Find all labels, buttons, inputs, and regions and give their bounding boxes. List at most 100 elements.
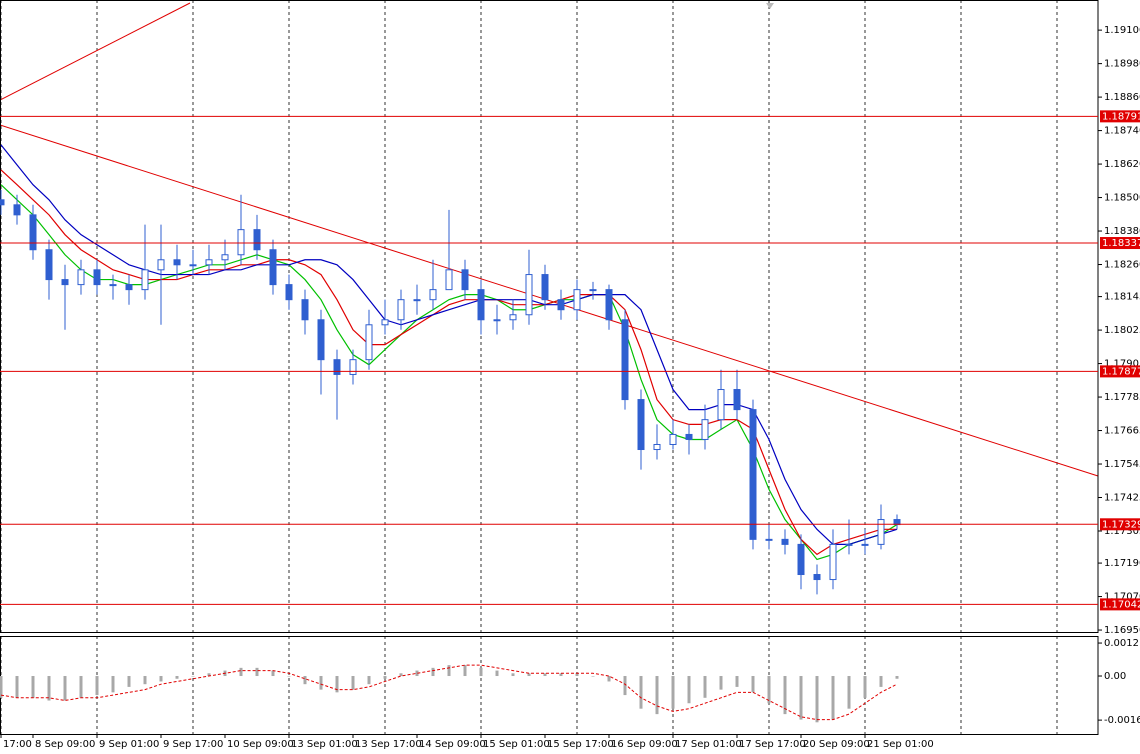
x-tick-label: 16 Sep 09:00 [611, 739, 678, 750]
histogram-bar [767, 676, 771, 704]
histogram-bar [31, 676, 35, 698]
candle-body [253, 229, 261, 251]
candle-body [189, 264, 197, 267]
histogram-bar [63, 676, 67, 701]
candle-body [445, 269, 453, 291]
level-label: 1.17877 [1102, 366, 1140, 377]
histogram-bar [127, 676, 131, 687]
trend-line [0, 2, 191, 101]
candle-body [477, 289, 485, 321]
candle-body [365, 324, 373, 361]
candle-body [381, 319, 389, 326]
histogram-bar [815, 676, 819, 723]
histogram-bar [783, 676, 787, 715]
y-tick-label: 1.17305 [1104, 526, 1140, 537]
y-tick-label: 1.19100 [1104, 25, 1140, 36]
x-tick-label: 10 Sep 09:00 [227, 739, 294, 750]
candle-body [349, 359, 357, 375]
y-tick-label: 1.16950 [1104, 625, 1140, 636]
histogram-bar [495, 670, 499, 677]
histogram-bar [351, 676, 355, 690]
candle-body [733, 389, 741, 411]
x-tick-label: 13 Sep 01:00 [291, 739, 358, 750]
candle-body [749, 409, 757, 540]
histogram-bar [111, 676, 115, 693]
candle-body [781, 538, 789, 545]
x-tick-label: 17 Sep 01:00 [675, 739, 742, 750]
y-tick-label: -0.00162 [1104, 715, 1140, 726]
y-tick-label: 1.17905 [1104, 359, 1140, 370]
level-label: 1.18791 [1102, 111, 1140, 122]
y-tick-label: 1.18145 [1104, 292, 1140, 303]
histogram-bar [863, 676, 867, 698]
histogram-bar [431, 667, 435, 677]
moving-average [0, 184, 898, 561]
signal-line [0, 664, 898, 721]
x-tick-label: 15 Sep 01:00 [483, 739, 550, 750]
candle-body [621, 319, 629, 401]
candle-body [333, 359, 341, 375]
candle-body [493, 319, 501, 322]
candle-body [317, 319, 325, 361]
candle-body [509, 314, 517, 321]
histogram-bar [543, 673, 547, 677]
level-label: 1.17042 [1102, 599, 1140, 610]
histogram-bar [607, 676, 611, 682]
histogram-bar [95, 676, 99, 696]
x-tick-label: 9 Sep 17:00 [163, 739, 223, 750]
histogram-bar [671, 676, 675, 709]
candle-body [685, 433, 693, 440]
candle-body [877, 519, 885, 545]
histogram-bar [335, 676, 339, 693]
candle-body [125, 284, 133, 291]
histogram-bar [415, 670, 419, 677]
histogram-bar [399, 673, 403, 677]
histogram-bar [511, 673, 515, 677]
y-tick-label: 1.17070 [1104, 592, 1140, 603]
candle-body [669, 433, 677, 445]
histogram-bar [575, 673, 579, 677]
candle-body [397, 299, 405, 321]
y-tick-label: 0.001211 [1104, 638, 1140, 649]
x-tick-label: 8 Sep 09:00 [35, 739, 95, 750]
x-tick-label: 21 Sep 01:00 [867, 739, 934, 750]
y-tick-label: 1.18500 [1104, 193, 1140, 204]
moving-average [0, 169, 897, 556]
x-tick-label: 15 Sep 17:00 [547, 739, 614, 750]
candle-body [605, 289, 613, 321]
y-tick-label: 1.18980 [1104, 59, 1140, 70]
histogram-bar [703, 676, 707, 698]
candle-body [45, 249, 53, 281]
histogram-bar [15, 676, 19, 698]
candle-body [157, 259, 165, 271]
level-label-box [1100, 110, 1140, 123]
histogram-bar [191, 676, 195, 677]
histogram-bar [383, 676, 387, 679]
y-tick-label: 1.18260 [1104, 260, 1140, 271]
y-tick-label: 1.18620 [1104, 159, 1140, 170]
histogram-bar [447, 665, 451, 677]
level-label-box [1100, 237, 1140, 250]
candle-body [461, 269, 469, 291]
candle-body [557, 299, 565, 311]
candle-body [173, 259, 181, 266]
histogram-bar [799, 676, 803, 720]
candle-body [861, 543, 869, 546]
histogram-bar [895, 676, 899, 679]
candle-body [765, 538, 773, 541]
histogram-bar [735, 676, 739, 687]
x-tick-label: 20 Sep 09:00 [803, 739, 870, 750]
level-label: 1.17329 [1102, 519, 1140, 530]
candle-body [61, 279, 69, 286]
histogram-bar [639, 676, 643, 709]
histogram-bar [687, 676, 691, 704]
candle-body [285, 284, 293, 301]
trend-line [0, 124, 1099, 477]
candle-body [541, 274, 549, 301]
candle-body [221, 254, 229, 261]
y-tick-label: 1.18025 [1104, 325, 1140, 336]
candle-body [525, 274, 533, 316]
histogram-bar [255, 667, 259, 677]
